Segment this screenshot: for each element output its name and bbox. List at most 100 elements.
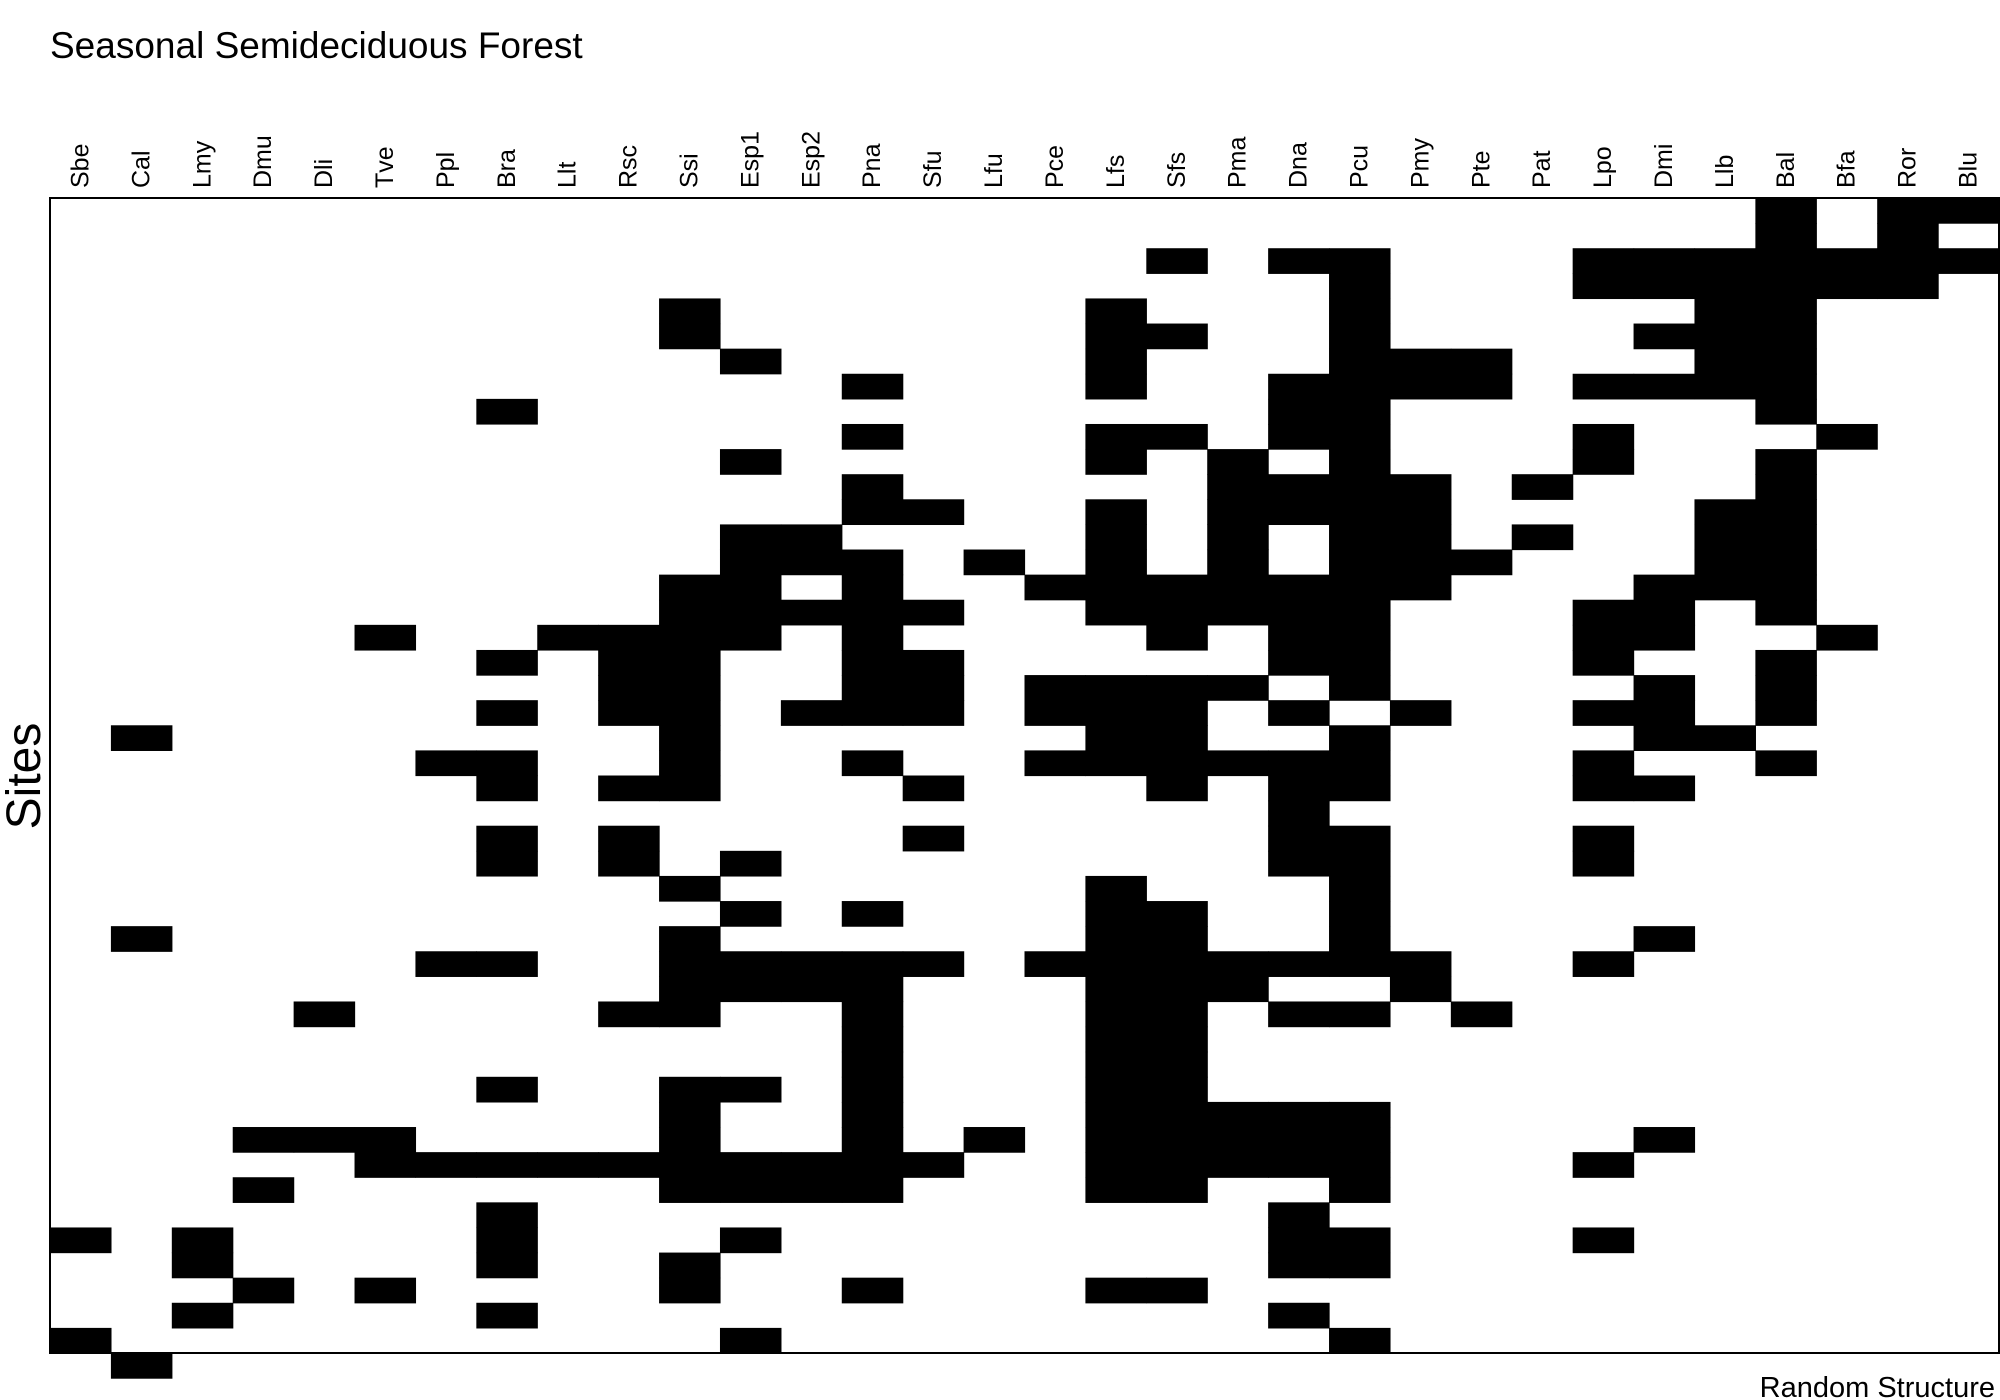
cell-ror-site-4 [1877,273,1939,300]
cell-pma-site-23 [1207,750,1269,777]
cell-pcu-site-42 [1329,1227,1391,1254]
cell-dna-site-16 [1268,574,1330,601]
cell-lfs-site-32 [1085,976,1147,1003]
cell-bfa-site-18 [1816,624,1878,651]
cell-dna-site-3 [1268,248,1330,274]
cell-pma-site-31 [1207,951,1269,977]
cell-sfs-site-22 [1146,725,1208,751]
cell-tve-site-38 [354,1127,417,1153]
cell-bal-site-4 [1755,273,1817,300]
cell-pma-site-37 [1207,1101,1269,1128]
cell-pna-site-19 [841,649,904,676]
cell-pcu-site-9 [1329,398,1391,425]
cell-bra-site-24 [476,775,538,802]
cell-ssi-site-18 [659,624,721,651]
y-axis-label: Sites [0,723,51,830]
cell-pcu-site-4 [1329,273,1391,300]
cell-esp1-site-18 [719,624,782,651]
cell-bal-site-11 [1755,449,1817,475]
cell-pmy-site-15 [1389,549,1452,576]
cell-lfu-site-15 [963,549,1026,576]
cell-ssi-site-17 [659,599,721,626]
cell-pcu-site-11 [1329,449,1391,475]
cell-pma-site-12 [1207,474,1269,500]
cell-pna-site-18 [841,624,904,651]
cell-pna-site-39 [841,1152,904,1178]
column-label-pte: Pte [1467,150,1495,188]
cell-dna-site-38 [1268,1127,1330,1153]
cell-dna-site-39 [1268,1152,1330,1178]
cell-dna-site-17 [1268,599,1330,626]
cell-pna-site-31 [841,951,904,977]
cell-lmy-site-43 [171,1252,234,1279]
cell-pat-site-14 [1511,524,1574,551]
cell-ssi-site-30 [659,926,721,952]
cell-esp1-site-14 [719,524,782,551]
cell-sfu-site-26 [902,825,965,852]
column-label-bal: Bal [1772,152,1800,188]
column-label-lmy: Lmy [188,140,216,188]
cell-sfu-site-19 [902,649,965,676]
cell-cal-site-47 [110,1353,173,1379]
cell-pna-site-12 [841,474,904,500]
cell-bra-site-45 [476,1302,538,1329]
cell-esp1-site-42 [719,1227,782,1254]
cell-dna-site-37 [1268,1101,1330,1128]
cell-pma-site-20 [1207,675,1269,701]
cell-dmu-site-44 [232,1277,295,1304]
cell-esp2-site-40 [780,1177,843,1203]
cell-pcu-site-13 [1329,499,1391,526]
cell-llb-site-7 [1694,348,1756,375]
cell-pna-site-44 [841,1277,904,1304]
column-label-sfs: Sfs [1163,152,1191,188]
cell-sbe-site-42 [50,1227,112,1254]
column-label-dna: Dna [1285,142,1313,188]
cell-rsc-site-24 [598,775,660,802]
cell-pma-site-32 [1207,976,1269,1003]
cell-bfa-site-10 [1816,423,1878,450]
cell-esp1-site-36 [719,1076,782,1103]
cell-sfs-site-36 [1146,1076,1208,1103]
cell-pcu-site-46 [1329,1327,1391,1354]
cell-sfs-site-44 [1146,1277,1208,1304]
cell-bal-site-6 [1755,323,1817,350]
column-label-pma: Pma [1224,137,1252,189]
cell-pma-site-15 [1207,549,1269,576]
cell-pmy-site-7 [1389,348,1452,375]
cell-ppl-site-31 [415,951,477,977]
cell-pcu-site-33 [1329,1001,1391,1028]
column-label-rsc: Rsc [615,145,643,188]
cell-lfs-site-5 [1085,298,1147,325]
cell-sfs-site-34 [1146,1026,1208,1053]
cell-bal-site-17 [1755,599,1817,626]
cell-tve-site-18 [354,624,417,651]
column-labels: Sbe Cal Lmy Dmu Dli Tve Ppl Bra Llt Rsc Ssi Esp1 Esp… [66,131,1982,188]
cell-lfs-site-44 [1085,1277,1147,1304]
cell-bal-site-20 [1755,675,1817,701]
cell-dmi-site-16 [1633,574,1696,601]
cell-sfs-site-10 [1146,423,1208,450]
column-label-bfa: Bfa [1833,150,1861,188]
cell-tve-site-39 [354,1152,417,1178]
cell-lfs-site-13 [1085,499,1147,526]
cell-ssi-site-39 [659,1152,721,1178]
cell-pna-site-21 [841,700,904,726]
cell-sfs-site-39 [1146,1152,1208,1178]
cell-bal-site-16 [1755,574,1817,601]
cell-pce-site-16 [1024,574,1087,601]
cell-pma-site-11 [1207,449,1269,475]
cell-lpo-site-39 [1572,1152,1635,1178]
cell-bra-site-43 [476,1252,538,1279]
cell-bal-site-19 [1755,649,1817,676]
cell-esp2-site-31 [780,951,843,977]
cell-ror-site-2 [1877,223,1939,249]
cell-ssi-site-28 [659,875,721,902]
cell-cal-site-30 [110,926,173,952]
cell-dmi-site-21 [1633,700,1696,726]
cell-lfs-site-22 [1085,725,1147,751]
cell-esp1-site-15 [719,549,782,576]
cell-sfu-site-31 [902,951,965,977]
cell-ssi-site-23 [659,750,721,777]
cell-sfu-site-24 [902,775,965,802]
cell-dmi-site-22 [1633,725,1696,751]
